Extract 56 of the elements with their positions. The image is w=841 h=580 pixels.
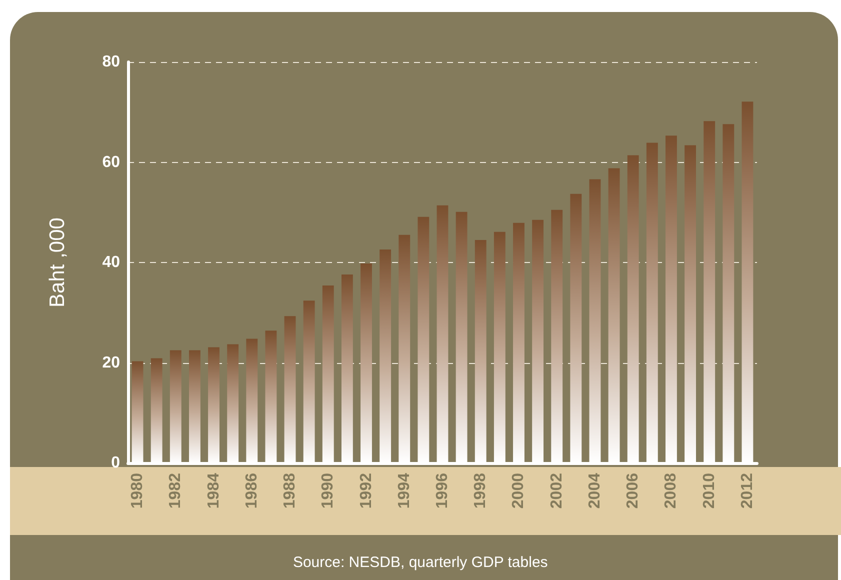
- x-tick-label: 2004: [586, 472, 604, 509]
- bar: [608, 168, 620, 463]
- x-tick-label: 2000: [510, 472, 528, 509]
- bar: [684, 145, 696, 463]
- x-tick-label: 1990: [320, 472, 337, 509]
- bar: [532, 220, 544, 463]
- bar: [322, 286, 334, 463]
- bar: [150, 358, 162, 463]
- x-tick-label: 1992: [358, 472, 375, 509]
- bar: [170, 350, 182, 463]
- x-tick-label: 2010: [700, 472, 718, 509]
- bar: [380, 249, 392, 463]
- x-tick-label: 1980: [129, 472, 146, 509]
- source-note: Source: NESDB, quarterly GDP tables: [292, 554, 548, 571]
- bar: [627, 155, 639, 463]
- bar: [284, 316, 296, 463]
- bar: [398, 234, 410, 463]
- x-tick-label: 1998: [472, 472, 490, 509]
- bar: [456, 212, 468, 463]
- bar: [704, 121, 716, 463]
- bar: [722, 124, 734, 463]
- bar: [742, 102, 754, 463]
- y-axis-title: Baht ,000: [46, 218, 69, 308]
- y-tick-label: 40: [102, 254, 120, 271]
- bar: [646, 142, 658, 463]
- bar: [474, 240, 486, 463]
- bar: [208, 347, 220, 463]
- y-tick-label: 80: [102, 54, 120, 70]
- bar: [265, 330, 277, 463]
- bar: [188, 350, 200, 463]
- x-tick-label: 2008: [662, 472, 680, 509]
- bar: [570, 194, 582, 463]
- bar: [494, 232, 506, 463]
- x-tick-label: 2002: [548, 472, 566, 509]
- x-tick-label: 2006: [624, 472, 642, 509]
- bar: [303, 300, 315, 463]
- bar: [227, 344, 239, 463]
- y-tick-label: 20: [102, 354, 120, 372]
- x-tick-label: 1996: [434, 472, 451, 509]
- bar: [341, 274, 353, 463]
- bar: [246, 338, 258, 463]
- x-tick-label: 1984: [205, 472, 222, 509]
- bar: [666, 136, 677, 463]
- bar: [360, 264, 372, 463]
- x-tick-label: 1986: [243, 472, 260, 509]
- x-tick-label: 2012: [738, 472, 756, 509]
- bar: [513, 222, 524, 463]
- y-tick-label: 60: [102, 154, 120, 171]
- bar: [551, 210, 563, 463]
- x-tick-label: 1988: [282, 472, 299, 509]
- bar: [589, 179, 601, 463]
- x-tick-label: 1982: [167, 472, 184, 509]
- bar: [132, 361, 144, 463]
- bar: [436, 205, 448, 463]
- x-tick-label: 1994: [396, 472, 413, 509]
- bar: [418, 216, 430, 463]
